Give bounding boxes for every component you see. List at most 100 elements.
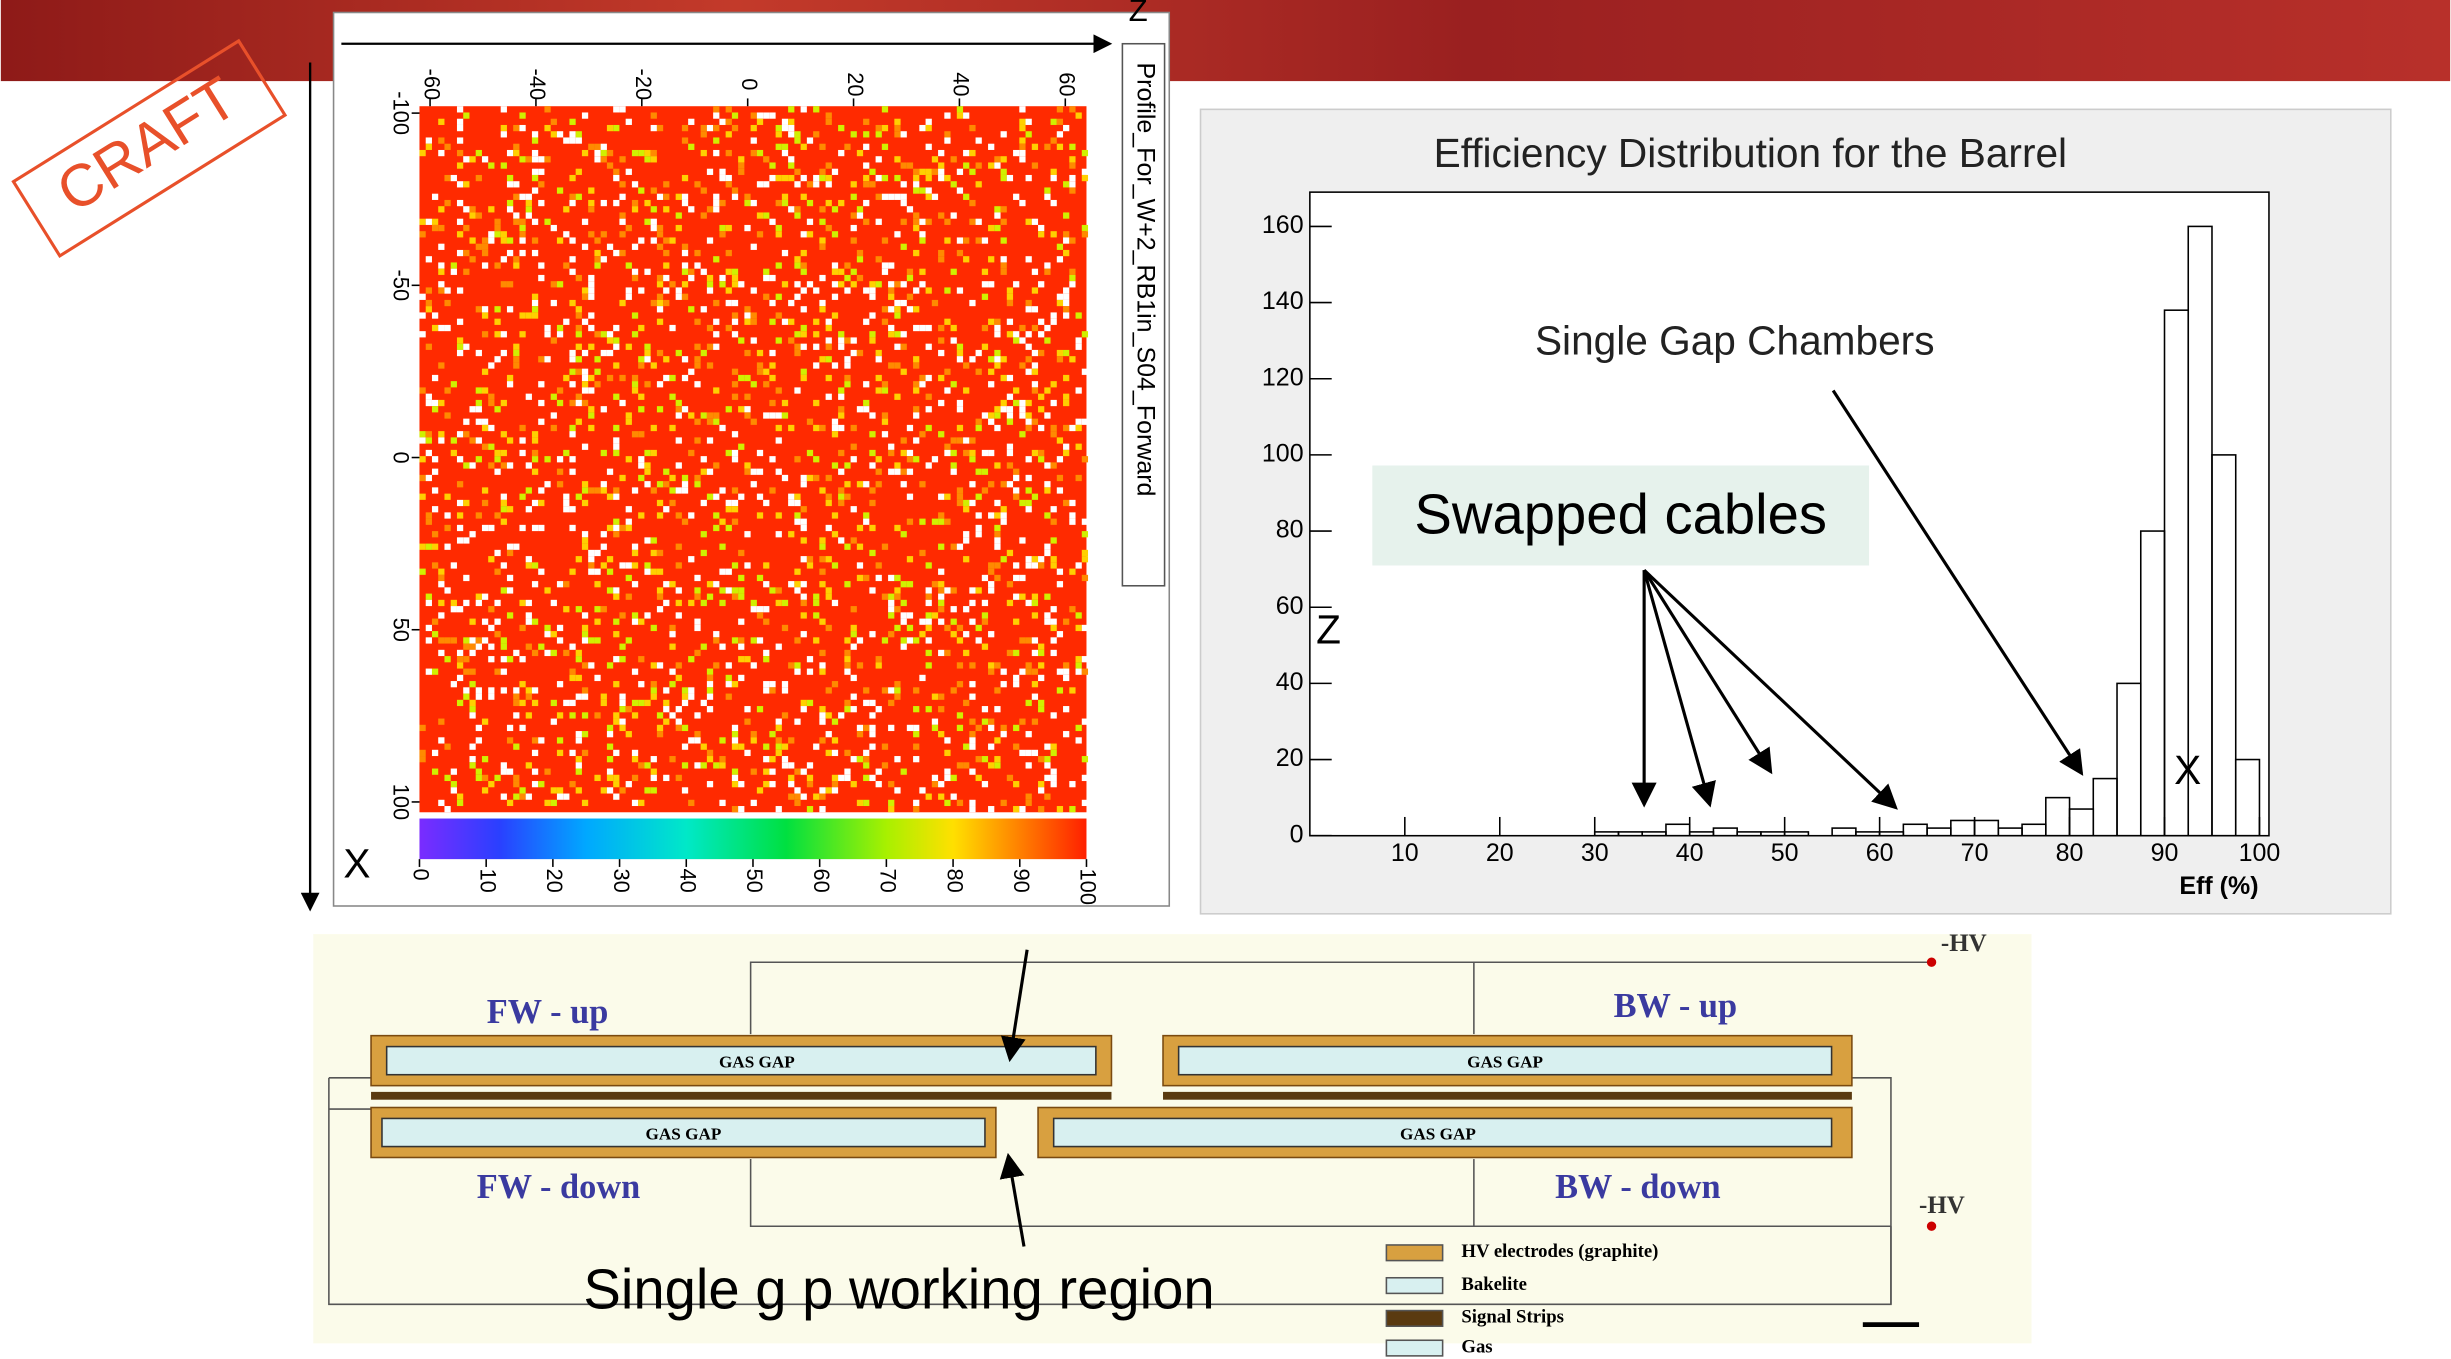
cell	[1044, 756, 1051, 763]
cell	[444, 174, 451, 182]
cell	[600, 349, 607, 357]
cell	[706, 418, 714, 425]
cell	[1050, 562, 1057, 569]
cell	[744, 562, 751, 569]
cell	[619, 656, 626, 663]
cell	[613, 437, 620, 444]
cell	[819, 718, 826, 725]
cell	[700, 456, 707, 463]
cell	[900, 481, 907, 488]
cell	[963, 556, 970, 563]
cell	[444, 324, 451, 332]
cell	[900, 281, 907, 288]
cell	[1013, 337, 1020, 344]
cell	[763, 743, 770, 750]
cell	[575, 193, 582, 200]
cell	[844, 493, 851, 500]
cell	[456, 699, 464, 707]
cell	[844, 362, 851, 369]
cell	[638, 406, 645, 413]
cell	[456, 524, 464, 532]
cell	[706, 468, 714, 475]
cell	[775, 312, 782, 319]
cell	[506, 281, 514, 288]
cell	[475, 349, 482, 357]
cell	[750, 799, 757, 807]
cell	[988, 512, 995, 519]
cell	[944, 137, 951, 144]
cell	[931, 693, 939, 700]
cell	[569, 468, 576, 475]
cell	[1069, 568, 1076, 575]
cell	[1031, 718, 1039, 725]
cell	[556, 399, 564, 407]
cell	[763, 156, 770, 163]
cell	[1056, 474, 1064, 482]
cell	[881, 743, 889, 750]
cell	[694, 181, 701, 188]
cell	[988, 743, 995, 750]
cell	[1025, 331, 1032, 338]
cell	[700, 268, 707, 275]
cell	[825, 587, 832, 594]
cell	[894, 624, 901, 632]
cell	[613, 531, 620, 538]
cell	[581, 293, 589, 300]
cell	[875, 562, 882, 569]
cell	[463, 537, 470, 544]
cell	[506, 306, 514, 313]
cell	[700, 499, 707, 507]
cell	[581, 537, 589, 544]
cell	[944, 368, 951, 375]
cell	[431, 618, 439, 625]
cell	[713, 343, 720, 350]
cell	[556, 737, 564, 744]
cell	[444, 199, 451, 207]
cell	[563, 318, 570, 325]
cell	[631, 543, 639, 550]
cell	[719, 799, 726, 807]
cell	[788, 206, 795, 213]
cell	[819, 662, 826, 669]
hist-title: Efficiency Distribution for the Barrel	[1434, 130, 2067, 176]
cell	[631, 381, 639, 388]
cell	[744, 406, 751, 413]
cell	[500, 462, 507, 469]
cell	[813, 743, 820, 750]
cell	[763, 368, 770, 375]
cell	[1000, 681, 1007, 688]
cell	[456, 606, 464, 613]
cell	[694, 593, 701, 600]
cell	[794, 212, 801, 219]
cell	[831, 281, 839, 288]
cell	[706, 412, 714, 419]
cell	[631, 712, 639, 719]
cell	[969, 218, 976, 225]
cell	[1050, 712, 1057, 719]
cell	[819, 299, 826, 307]
cell	[800, 287, 807, 294]
cell	[663, 506, 670, 513]
cell	[1031, 449, 1039, 457]
cell	[650, 299, 657, 307]
cell	[981, 343, 989, 350]
cell	[619, 374, 626, 382]
cell	[1063, 731, 1070, 738]
cell	[956, 106, 964, 113]
cell	[538, 418, 545, 425]
cell	[688, 306, 695, 313]
cell	[738, 406, 745, 413]
cell	[906, 624, 914, 632]
cell	[625, 287, 632, 294]
cell	[506, 462, 514, 469]
cell	[506, 724, 514, 732]
cell	[500, 587, 507, 594]
cell	[1075, 337, 1082, 344]
cell	[713, 256, 720, 263]
cell	[863, 699, 870, 707]
cell	[781, 412, 789, 419]
cell	[838, 406, 845, 413]
cell	[1075, 424, 1082, 432]
cell	[431, 768, 439, 775]
cell	[513, 343, 520, 350]
